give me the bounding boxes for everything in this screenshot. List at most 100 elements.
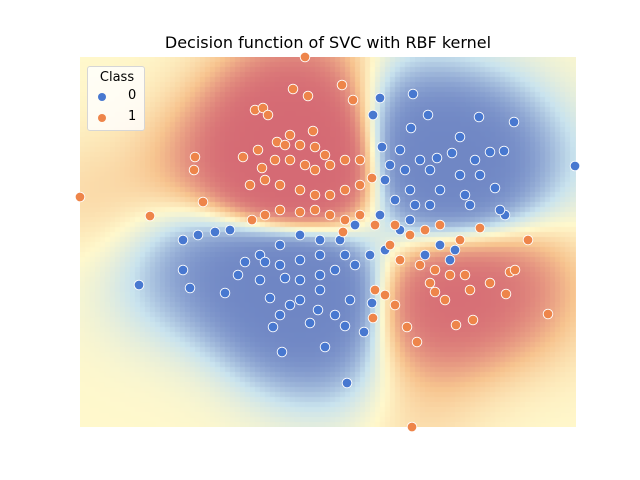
legend-label-1: 1 bbox=[128, 109, 137, 124]
data-point-class-0 bbox=[314, 284, 326, 296]
data-point-class-1 bbox=[434, 219, 446, 231]
data-point-class-1 bbox=[246, 214, 258, 226]
data-point-class-0 bbox=[294, 229, 306, 241]
data-point-class-0 bbox=[177, 264, 189, 276]
data-point-class-1 bbox=[309, 189, 321, 201]
data-point-class-1 bbox=[319, 149, 331, 161]
data-point-class-1 bbox=[337, 226, 349, 238]
chart-title: Decision function of SVC with RBF kernel bbox=[164, 33, 492, 52]
data-point-class-0 bbox=[419, 249, 431, 261]
data-point-class-1 bbox=[324, 159, 336, 171]
data-point-class-0 bbox=[454, 131, 466, 143]
data-point-class-0 bbox=[484, 146, 496, 158]
data-point-class-1 bbox=[464, 284, 476, 296]
data-point-class-1 bbox=[522, 234, 534, 246]
data-point-class-1 bbox=[144, 210, 156, 222]
data-point-class-0 bbox=[133, 279, 145, 291]
data-point-class-0 bbox=[314, 249, 326, 261]
data-point-class-1 bbox=[454, 234, 466, 246]
data-point-class-0 bbox=[459, 189, 471, 201]
data-point-class-0 bbox=[284, 299, 296, 311]
data-point-class-1 bbox=[284, 154, 296, 166]
data-point-class-0 bbox=[379, 174, 391, 186]
data-point-class-0 bbox=[339, 320, 351, 332]
data-point-class-1 bbox=[429, 286, 441, 298]
data-point-class-0 bbox=[389, 194, 401, 206]
data-point-class-1 bbox=[401, 321, 413, 333]
data-point-class-1 bbox=[189, 151, 201, 163]
series-class-1 bbox=[74, 51, 554, 433]
data-point-class-0 bbox=[366, 297, 378, 309]
data-point-class-0 bbox=[224, 224, 236, 236]
legend: Class 0 1 bbox=[87, 66, 145, 131]
data-point-class-1 bbox=[294, 139, 306, 151]
data-point-class-0 bbox=[274, 309, 286, 321]
data-point-class-0 bbox=[254, 249, 266, 261]
data-point-class-1 bbox=[367, 312, 379, 324]
data-point-class-0 bbox=[454, 169, 466, 181]
data-point-class-1 bbox=[262, 109, 274, 121]
data-point-class-0 bbox=[405, 122, 417, 134]
data-point-class-0 bbox=[498, 145, 510, 157]
data-point-class-0 bbox=[434, 184, 446, 196]
data-point-class-1 bbox=[439, 294, 451, 306]
data-point-class-1 bbox=[389, 219, 401, 231]
data-point-class-1 bbox=[324, 209, 336, 221]
data-point-class-1 bbox=[379, 289, 391, 301]
data-point-class-1 bbox=[197, 196, 209, 208]
data-point-class-1 bbox=[354, 209, 366, 221]
data-point-class-1 bbox=[309, 164, 321, 176]
legend-marker-1 bbox=[98, 114, 106, 122]
data-point-class-0 bbox=[314, 269, 326, 281]
series-class-0 bbox=[133, 88, 581, 389]
data-point-class-0 bbox=[294, 254, 306, 266]
data-point-class-1 bbox=[459, 269, 471, 281]
data-point-class-1 bbox=[404, 229, 416, 241]
data-point-class-0 bbox=[314, 234, 326, 246]
data-point-class-1 bbox=[542, 308, 554, 320]
data-point-class-0 bbox=[367, 109, 379, 121]
data-point-class-1 bbox=[406, 421, 418, 433]
data-point-class-1 bbox=[287, 83, 299, 95]
data-point-class-0 bbox=[274, 239, 286, 251]
decision-function-heatmap bbox=[80, 57, 576, 427]
data-point-class-1 bbox=[74, 191, 86, 203]
data-point-class-0 bbox=[294, 274, 306, 286]
data-point-class-1 bbox=[354, 179, 366, 191]
data-point-class-1 bbox=[237, 151, 249, 163]
data-point-class-1 bbox=[389, 299, 401, 311]
data-point-class-1 bbox=[294, 206, 306, 218]
data-point-class-0 bbox=[394, 144, 406, 156]
data-point-class-1 bbox=[274, 204, 286, 216]
data-point-class-1 bbox=[366, 172, 378, 184]
data-point-class-0 bbox=[422, 109, 434, 121]
data-point-class-0 bbox=[364, 249, 376, 261]
data-point-class-1 bbox=[429, 264, 441, 276]
data-point-class-1 bbox=[294, 184, 306, 196]
data-point-class-1 bbox=[339, 184, 351, 196]
data-point-class-0 bbox=[508, 116, 520, 128]
data-point-class-1 bbox=[284, 129, 296, 141]
data-point-class-0 bbox=[264, 292, 276, 304]
data-point-class-1 bbox=[309, 141, 321, 153]
data-point-class-0 bbox=[312, 304, 324, 316]
data-point-class-1 bbox=[467, 314, 479, 326]
data-point-class-0 bbox=[473, 111, 485, 123]
data-point-class-0 bbox=[444, 254, 456, 266]
data-point-class-0 bbox=[469, 154, 481, 166]
data-point-class-1 bbox=[474, 222, 486, 234]
data-point-class-1 bbox=[384, 239, 396, 251]
data-point-class-0 bbox=[407, 88, 419, 100]
data-point-class-0 bbox=[239, 256, 251, 268]
data-point-class-0 bbox=[449, 244, 461, 256]
data-point-class-1 bbox=[309, 204, 321, 216]
data-point-class-1 bbox=[256, 162, 268, 174]
data-point-class-0 bbox=[329, 264, 341, 276]
legend-label-0: 0 bbox=[128, 88, 137, 103]
data-point-class-0 bbox=[294, 294, 306, 306]
data-point-class-1 bbox=[259, 209, 271, 221]
data-point-class-0 bbox=[349, 219, 361, 231]
data-point-class-1 bbox=[336, 79, 348, 91]
data-point-class-1 bbox=[444, 269, 456, 281]
